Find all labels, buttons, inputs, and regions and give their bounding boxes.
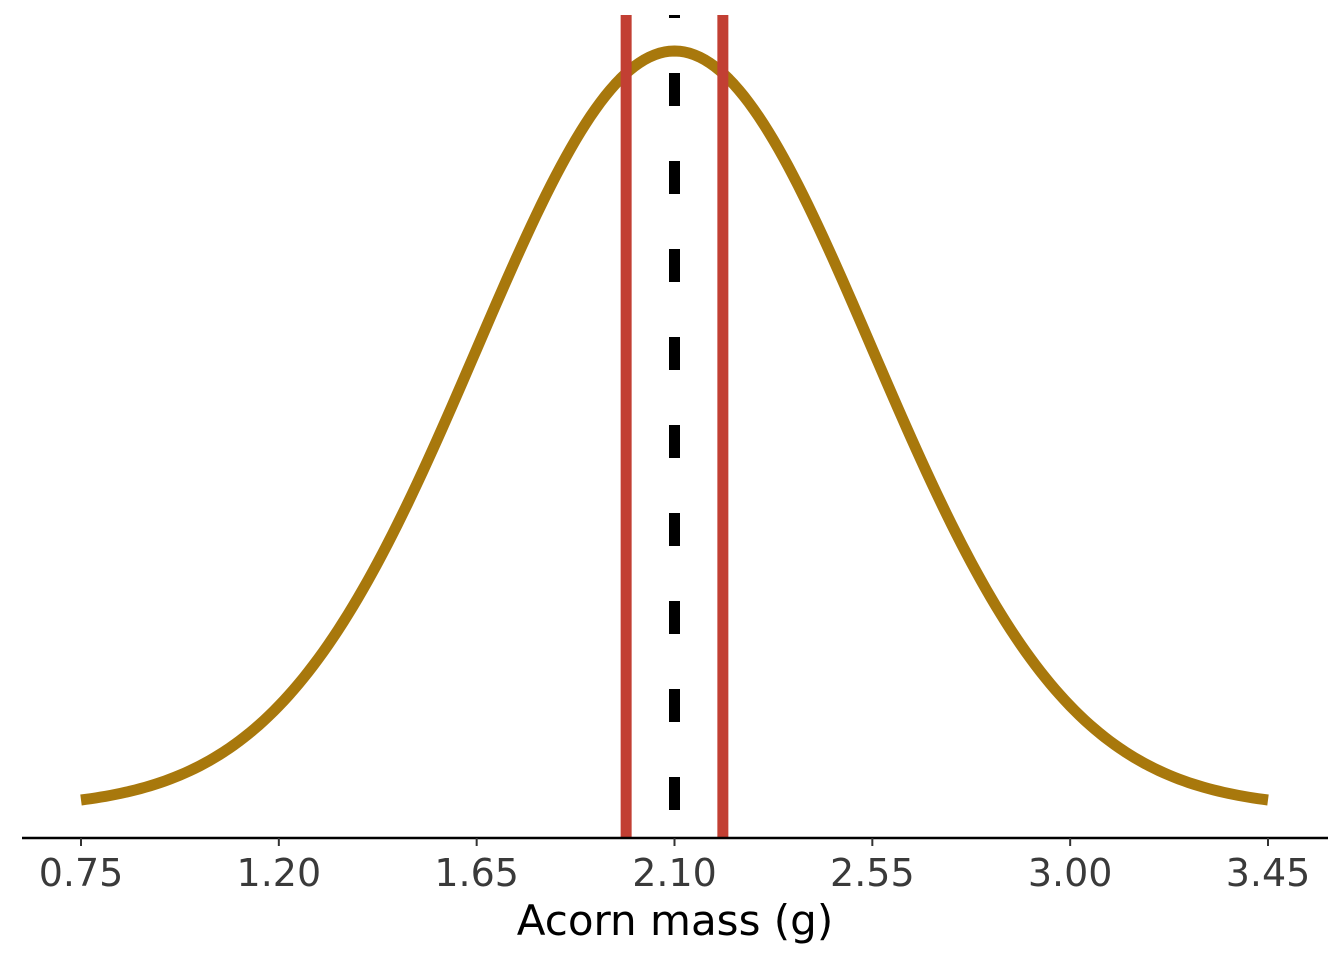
x-tick-label: 1.20 xyxy=(237,851,322,895)
density-curve xyxy=(80,45,1269,806)
x-tick-label: 3.45 xyxy=(1226,851,1311,895)
x-tick-label: 3.00 xyxy=(1028,851,1113,895)
x-tick-label: 1.65 xyxy=(434,851,519,895)
x-tick-label: 2.55 xyxy=(830,851,915,895)
x-axis-title: Acorn mass (g) xyxy=(517,896,833,945)
x-axis-ticks: 0.75 1.20 1.65 2.10 2.55 3.00 3.45 xyxy=(39,838,1311,895)
x-tick-label: 0.75 xyxy=(39,851,124,895)
marks-layer xyxy=(80,15,1269,838)
x-tick-label: 2.10 xyxy=(632,851,717,895)
